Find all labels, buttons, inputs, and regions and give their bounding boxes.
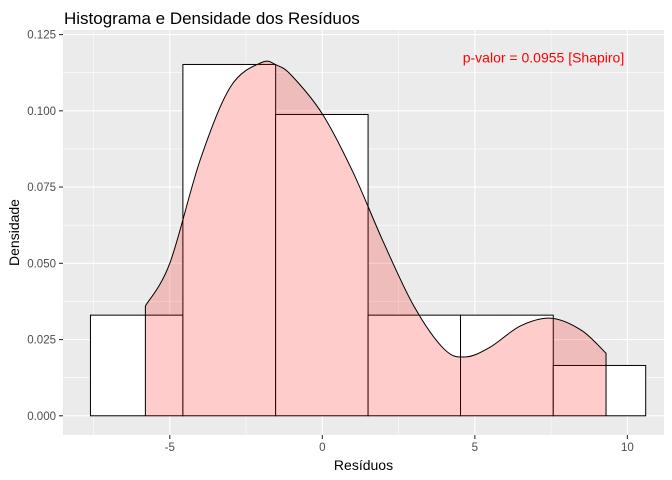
histogram-bar xyxy=(182,63,277,417)
y-tick-label: 0.075 xyxy=(27,182,56,194)
x-tick-label: 10 xyxy=(621,442,634,454)
x-axis-ticks: -5 0 5 10 xyxy=(165,435,634,454)
histogram-bar xyxy=(552,364,647,417)
y-tick-label: 0.050 xyxy=(27,258,56,270)
density-area xyxy=(145,61,607,416)
histogram-bar xyxy=(89,314,184,417)
chart-title: Histograma e Densidade dos Resíduos xyxy=(64,9,360,28)
y-axis-ticks: 0.000 0.025 0.050 0.075 0.100 0.125 xyxy=(27,30,63,423)
density-line xyxy=(144,60,607,416)
x-axis-title: Resíduos xyxy=(334,457,393,473)
histogram-bar xyxy=(367,314,462,417)
histogram-bar xyxy=(460,314,554,417)
shapiro-annotation: p-valor = 0.0955 [Shapiro] xyxy=(463,49,625,65)
y-tick-label: 0.100 xyxy=(27,106,56,118)
y-axis-title: Densidade xyxy=(6,199,22,266)
x-tick-label: 0 xyxy=(319,442,325,454)
y-tick-label: 0.025 xyxy=(27,335,56,347)
x-tick-label: -5 xyxy=(165,442,175,454)
x-tick-label: 5 xyxy=(472,442,478,454)
y-tick-label: 0.000 xyxy=(27,411,56,423)
y-tick-label: 0.125 xyxy=(27,30,56,42)
histogram-bars xyxy=(89,63,647,417)
histogram-bar xyxy=(275,113,369,417)
